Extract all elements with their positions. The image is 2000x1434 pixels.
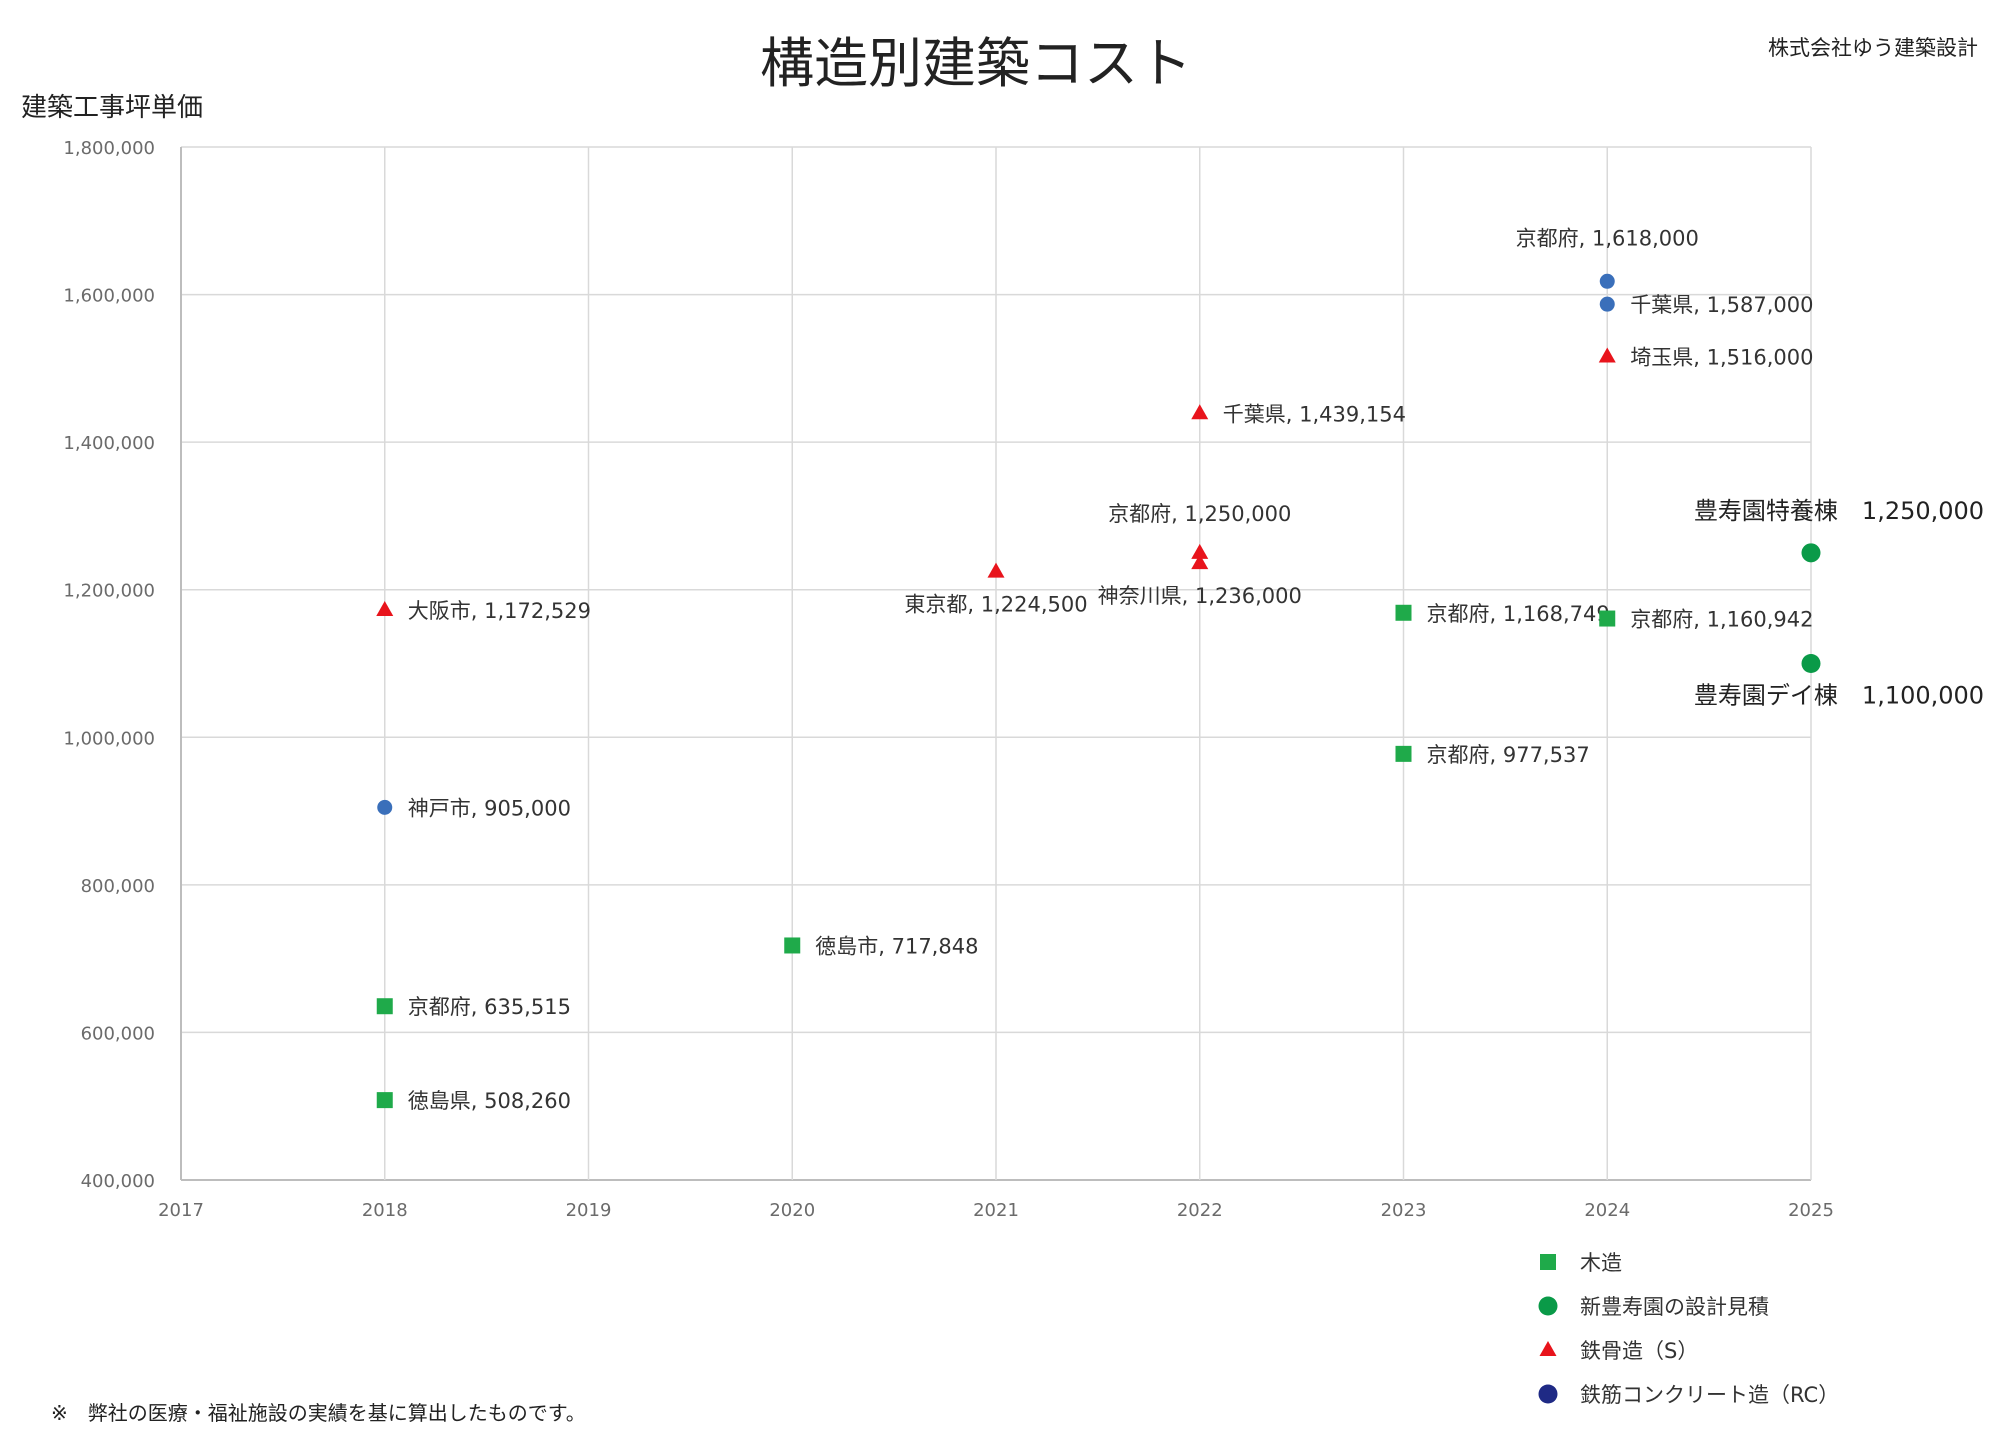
marker-square (1599, 610, 1616, 627)
marker-triangle (1539, 1341, 1557, 1356)
marker-circle (1599, 273, 1615, 289)
y-tick-label: 1,200,000 (63, 581, 155, 602)
data-label: 京都府, 1,168,749 (1427, 602, 1610, 626)
y-tick-label: 1,400,000 (63, 433, 155, 454)
marker-circle (1801, 543, 1821, 563)
data-label: 大阪市, 1,172,529 (408, 599, 591, 623)
data-label: 東京都, 1,224,500 (904, 593, 1087, 617)
legend-label: 新豊寿園の設計見積 (1580, 1295, 1769, 1319)
x-tick-label: 2017 (158, 1200, 204, 1221)
marker-triangle (987, 562, 1005, 578)
marker-square (1395, 604, 1412, 621)
data-label: 京都府, 1,618,000 (1516, 226, 1699, 250)
x-tick-label: 2021 (973, 1200, 1019, 1221)
marker-circle (1538, 1296, 1558, 1316)
marker-triangle (1598, 347, 1616, 363)
data-label: 神奈川県, 1,236,000 (1098, 584, 1302, 608)
data-label: 豊寿園デイ棟 1,100,000 (1694, 682, 1984, 710)
data-label: 京都府, 1,250,000 (1108, 502, 1291, 526)
marker-circle (1599, 296, 1615, 312)
data-label: 神戸市, 905,000 (408, 796, 571, 820)
data-label: 京都府, 977,537 (1427, 743, 1590, 767)
data-label: 千葉県, 1,587,000 (1630, 293, 1813, 317)
chart-title: 構造別建築コスト (760, 32, 1192, 95)
marker-circle (1801, 654, 1821, 673)
y-tick-label: 1,600,000 (63, 286, 155, 307)
y-tick-label: 800,000 (81, 876, 155, 897)
data-label: 豊寿園特養棟 1,250,000 (1694, 497, 1984, 525)
marker-square (784, 937, 801, 954)
y-axis-label: 建築工事坪単価 (21, 93, 203, 123)
x-tick-label: 2024 (1584, 1200, 1630, 1221)
y-tick-label: 400,000 (81, 1171, 155, 1192)
marker-triangle (1191, 543, 1209, 559)
marker-triangle (1191, 554, 1209, 570)
marker-circle (377, 799, 393, 815)
y-tick-label: 1,800,000 (63, 138, 155, 159)
data-label: 千葉県, 1,439,154 (1223, 402, 1406, 426)
footnote: ※ 弊社の医療・福祉施設の実績を基に算出したものです。 (51, 1401, 586, 1425)
grid: 400,000 600,000 800,000 1,000,000 1,200,000 1… (63, 138, 1834, 1221)
data-label: 埼玉県, 1,516,000 (1630, 346, 1813, 370)
marker-triangle (376, 600, 394, 616)
x-tick-label: 2018 (362, 1200, 408, 1221)
data-points: 京都府, 635,515 徳島県, 508,260 徳島市, 717,848 京都府,… (376, 226, 1984, 1113)
marker-square (376, 1092, 393, 1109)
y-tick-label: 1,000,000 (63, 728, 155, 749)
x-tick-label: 2023 (1381, 1200, 1427, 1221)
y-tick-label: 600,000 (81, 1023, 155, 1044)
marker-square (1395, 745, 1412, 762)
marker-square (376, 998, 393, 1015)
x-tick-label: 2025 (1788, 1200, 1834, 1221)
x-tick-label: 2022 (1177, 1200, 1223, 1221)
marker-circle (1538, 1384, 1558, 1404)
marker-square (1540, 1254, 1556, 1270)
legend-label: 木造 (1580, 1251, 1622, 1275)
data-label: 京都府, 635,515 (408, 995, 571, 1019)
x-tick-label: 2019 (566, 1200, 612, 1221)
data-label: 京都府, 1,160,942 (1630, 608, 1813, 632)
marker-triangle (1191, 404, 1209, 420)
data-label: 徳島県, 508,260 (408, 1089, 571, 1113)
legend-label: 鉄骨造（S） (1580, 1339, 1698, 1363)
legend-label: 鉄筋コンクリート造（RC） (1580, 1383, 1839, 1407)
x-tick-label: 2020 (769, 1200, 815, 1221)
data-label: 徳島市, 717,848 (815, 934, 978, 958)
company-name: 株式会社ゆう建築設計 (1768, 36, 1978, 60)
